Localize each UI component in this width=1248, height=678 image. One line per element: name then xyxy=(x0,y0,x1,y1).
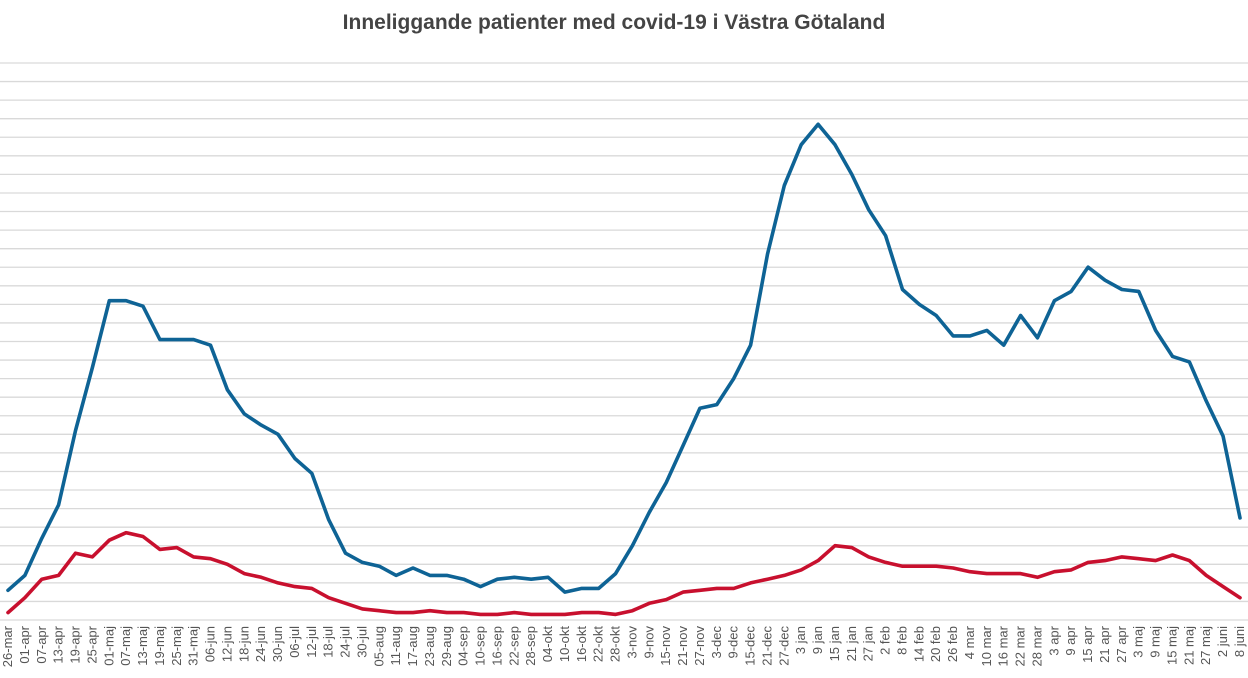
x-tick-label: 06-jun xyxy=(203,626,218,662)
x-tick-label: 15-nov xyxy=(658,626,673,666)
x-tick-label: 15 jan xyxy=(827,626,842,661)
x-tick-label: 14 feb xyxy=(911,626,926,662)
chart-title: Inneliggande patienter med covid-19 i Vä… xyxy=(343,11,886,34)
x-tick-label: 28-sep xyxy=(523,626,538,666)
series-group xyxy=(6,122,1242,617)
x-tick-label: 05-aug xyxy=(371,626,386,666)
x-tick-label: 27 maj xyxy=(1198,626,1213,665)
x-tick-label: 21 jan xyxy=(844,626,859,661)
x-tick-label: 15-dec xyxy=(743,626,758,666)
x-tick-label: 16-okt xyxy=(574,626,589,663)
x-tick-label: 20 feb xyxy=(928,626,943,662)
x-tick-label: 2 feb xyxy=(878,626,893,655)
x-tick-label: 3-dec xyxy=(709,626,724,659)
x-tick-label: 24-jun xyxy=(253,626,268,662)
x-tick-label: 06-jul xyxy=(287,626,302,658)
x-tick-label: 9-dec xyxy=(726,626,741,659)
x-tick-label: 4 mar xyxy=(962,625,977,659)
x-tick-label: 11-aug xyxy=(388,626,403,666)
x-tick-label: 31-maj xyxy=(186,626,201,666)
x-tick-label: 15 maj xyxy=(1164,626,1179,665)
x-tick-label: 3 maj xyxy=(1131,626,1146,658)
x-tick-label: 07-maj xyxy=(118,626,133,666)
x-tick-label: 19-maj xyxy=(152,626,167,666)
x-tick-label: 9-nov xyxy=(641,626,656,659)
x-tick-label: 25-maj xyxy=(169,626,184,666)
x-tick-label: 04-sep xyxy=(456,626,471,666)
x-tick-label: 30-jun xyxy=(270,626,285,662)
x-tick-label: 16 mar xyxy=(996,625,1011,666)
series-line-1 xyxy=(6,122,1242,594)
x-tick-label: 27 jan xyxy=(861,626,876,661)
x-tick-label: 27 apr xyxy=(1114,625,1129,663)
x-tick-label: 12-jul xyxy=(304,626,319,658)
x-tick-label: 22-sep xyxy=(506,626,521,666)
x-tick-label: 9 maj xyxy=(1148,626,1163,658)
x-tick-label: 18-jun xyxy=(236,626,251,662)
x-tick-label: 15 apr xyxy=(1080,625,1095,663)
x-tick-label: 24-jul xyxy=(338,626,353,658)
x-tick-label: 21-nov xyxy=(675,626,690,666)
x-tick-label: 8 feb xyxy=(894,626,909,655)
x-tick-label: 28-okt xyxy=(608,626,623,663)
x-tick-label: 26-mar xyxy=(0,625,15,667)
x-tick-label: 3 jan xyxy=(793,626,808,654)
x-tick-label: 26 feb xyxy=(945,626,960,662)
x-tick-label: 30-jul xyxy=(354,626,369,658)
x-tick-label: 9 jan xyxy=(810,626,825,654)
x-tick-label: 01-apr xyxy=(17,625,32,663)
x-tick-label: 22-okt xyxy=(591,626,606,663)
x-tick-label: 23-aug xyxy=(422,626,437,666)
x-tick-label: 19-apr xyxy=(68,625,83,663)
x-tick-label: 12-jun xyxy=(219,626,234,662)
x-tick-label: 29-aug xyxy=(439,626,454,666)
x-tick-label: 9 apr xyxy=(1063,625,1078,655)
x-tick-label: 18-jul xyxy=(321,626,336,658)
x-tick-label: 16-sep xyxy=(489,626,504,666)
x-tick-label: 8 juni xyxy=(1232,626,1247,657)
x-tick-label: 10 mar xyxy=(979,625,994,666)
x-tick-label: 21 apr xyxy=(1097,625,1112,663)
x-tick-label: 27-dec xyxy=(776,626,791,666)
x-tick-label: 07-apr xyxy=(34,625,49,663)
x-tick-label: 10-sep xyxy=(473,626,488,666)
series-line-2 xyxy=(6,530,1242,617)
x-tick-label: 2 juni xyxy=(1215,626,1230,657)
x-tick-label: 13-apr xyxy=(51,625,66,663)
x-tick-label: 10-okt xyxy=(557,626,572,663)
gridlines xyxy=(0,62,1248,621)
x-tick-label: 22 mar xyxy=(1013,625,1028,666)
x-tick-label: 3 apr xyxy=(1046,625,1061,655)
x-tick-label: 01-maj xyxy=(101,626,116,666)
x-tick-label: 13-maj xyxy=(135,626,150,666)
x-axis-tick-labels: 26-mar 01-apr 07-apr 13-apr 19-apr 25-apr 01-m… xyxy=(0,625,1247,667)
x-tick-label: 27-nov xyxy=(692,626,707,666)
x-tick-label: 21 maj xyxy=(1181,626,1196,665)
x-tick-label: 25-apr xyxy=(84,625,99,663)
x-tick-label: 04-okt xyxy=(540,626,555,663)
x-tick-label: 21-dec xyxy=(759,626,774,666)
x-tick-label: 28 mar xyxy=(1029,625,1044,666)
x-tick-label: 17-aug xyxy=(405,626,420,666)
x-tick-label: 3-nov xyxy=(624,626,639,659)
